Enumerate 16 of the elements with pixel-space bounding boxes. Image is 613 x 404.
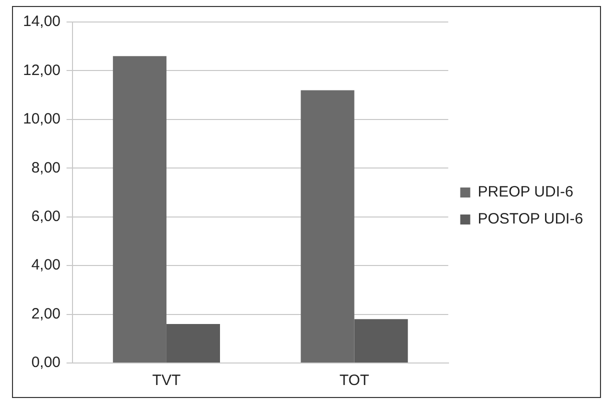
x-tick-label: TOT	[339, 372, 370, 390]
y-tick-label: 10,00	[22, 110, 61, 128]
x-tick-label: TVT	[152, 372, 181, 390]
y-tick-label: 2,00	[31, 305, 61, 322]
y-tick-label: 4,00	[31, 256, 61, 274]
y-tick-label: 14,00	[22, 13, 61, 30]
legend-label: POSTOP UDI-6	[478, 210, 584, 228]
bar	[354, 319, 408, 362]
bar	[300, 90, 354, 362]
y-tick-label: 8,00	[31, 159, 61, 176]
bar	[166, 324, 220, 362]
legend-label: PREOP UDI-6	[478, 184, 574, 201]
bar	[112, 56, 166, 362]
y-tick-label: 0,00	[31, 354, 61, 372]
y-tick-label: 6,00	[31, 208, 61, 225]
y-tick-label: 12,00	[22, 62, 61, 79]
